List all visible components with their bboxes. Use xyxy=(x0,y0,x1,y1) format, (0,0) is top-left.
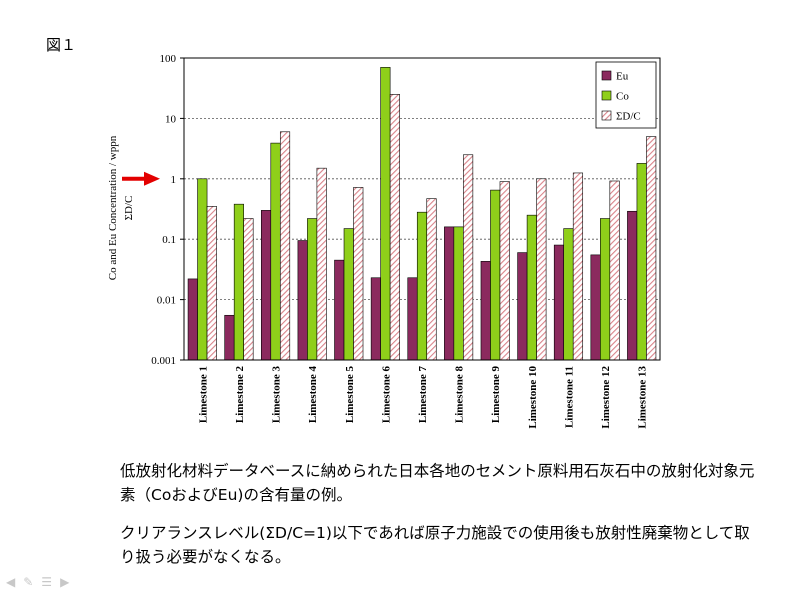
x-tick-label: Limestone 7 xyxy=(417,366,429,424)
bars xyxy=(187,67,657,361)
bar-Co xyxy=(197,178,208,361)
bar-Eu xyxy=(297,240,308,361)
bar-Eu xyxy=(260,210,272,361)
arrow-head xyxy=(144,171,160,186)
bar-ΣD/C xyxy=(536,178,547,361)
bar-Eu xyxy=(334,259,345,361)
x-tick-label: Limestone 13 xyxy=(637,366,649,429)
x-tick-label: Limestone 4 xyxy=(307,366,319,424)
bar-Eu xyxy=(553,244,565,361)
x-tick-label: Limestone 1 xyxy=(197,366,209,423)
y-tick-label: 0.1 xyxy=(162,234,176,246)
bar-ΣD/C xyxy=(499,181,510,361)
slide-navigation: ◀ ✎ ☰ ▶ xyxy=(6,575,69,589)
menu-icon[interactable]: ☰ xyxy=(41,575,53,589)
x-tick-label: Limestone 6 xyxy=(380,366,392,424)
caption-paragraph-2: クリアランスレベル(ΣD/C=1)以下であれば原子力施設での使用後も放射性廃棄物… xyxy=(120,521,760,569)
legend-label: ΣD/C xyxy=(616,111,641,123)
bar-Co xyxy=(600,218,611,361)
bar-Eu xyxy=(480,261,491,361)
figure-label: 図１ xyxy=(46,36,77,54)
bar-ΣD/C xyxy=(572,172,584,361)
y-tick-label: 10 xyxy=(165,113,177,125)
y-tick-label: 100 xyxy=(160,53,177,65)
bar-ΣD/C xyxy=(353,187,364,361)
bar-ΣD/C xyxy=(316,167,327,361)
legend-label: Eu xyxy=(616,71,629,83)
bar-Co xyxy=(526,214,537,361)
x-tick-label: Limestone 11 xyxy=(563,366,575,428)
legend-label: Co xyxy=(616,91,629,103)
bar-ΣD/C xyxy=(243,218,254,361)
x-tick-label: Limestone 12 xyxy=(600,366,612,429)
legend-swatch-Co xyxy=(601,90,612,101)
bar-ΣD/C xyxy=(389,94,400,361)
bar-Co xyxy=(636,163,647,361)
bar-ΣD/C xyxy=(279,131,291,361)
bar-Co xyxy=(233,203,244,361)
legend: Eu Co ΣD/C xyxy=(595,61,657,129)
legend-swatch-ΣD/C xyxy=(601,110,612,121)
y-tick-label: 1 xyxy=(171,174,177,186)
caption-text-2: クリアランスレベル(ΣD/C=1)以下であれば原子力施設での使用後も放射性廃棄物… xyxy=(120,524,750,566)
bar-Eu xyxy=(627,210,638,361)
bar-Eu xyxy=(590,254,601,361)
bar-Co xyxy=(416,211,428,361)
x-tick-label: Limestone 8 xyxy=(454,366,466,424)
bar-ΣD/C xyxy=(609,180,620,361)
x-tick-label: Limestone 3 xyxy=(271,366,283,424)
y-axis-ticks: 0.001 0.01 0.1 1 10 100 xyxy=(151,53,184,367)
bar-Eu xyxy=(517,252,528,361)
bar-Eu xyxy=(187,278,198,361)
bar-Co xyxy=(343,228,354,361)
y-axis-label-secondary: ΣD/C xyxy=(123,196,135,221)
bar-Eu xyxy=(224,314,235,361)
caption-paragraph-1: 低放射化材料データベースに納められた日本各地のセメント原料用石灰石中の放射化対象… xyxy=(120,459,760,507)
caption-text-1: 低放射化材料データベースに納められた日本各地のセメント原料用石灰石中の放射化対象… xyxy=(120,462,755,504)
bar-Co xyxy=(563,228,574,361)
y-tick-label: 0.01 xyxy=(157,295,176,307)
x-tick-label: Limestone 10 xyxy=(527,366,539,429)
clearance-level-arrow xyxy=(122,171,160,186)
pen-icon[interactable]: ✎ xyxy=(23,575,34,589)
bar-ΣD/C xyxy=(426,198,437,361)
bar-Co xyxy=(380,67,391,361)
x-tick-label: Limestone 5 xyxy=(344,366,356,424)
x-axis-labels: Limestone 1 Limestone 2 Limestone 3 Limesto… xyxy=(197,366,648,429)
arrow-right-icon[interactable]: ▶ xyxy=(60,575,70,589)
bar-Eu xyxy=(444,226,455,361)
bar-Eu xyxy=(370,277,381,361)
bar-Co xyxy=(453,226,464,361)
legend-swatch-Eu xyxy=(601,70,612,81)
bar-ΣD/C xyxy=(206,206,217,361)
arrow-left-icon[interactable]: ◀ xyxy=(6,575,16,589)
y-axis-label: Co and Eu Concentration / wppn xyxy=(107,135,119,280)
x-tick-label: Limestone 9 xyxy=(490,366,502,424)
bar-ΣD/C xyxy=(646,136,657,361)
bar-Co xyxy=(307,218,318,361)
bar-Co xyxy=(270,142,281,361)
plot-frame xyxy=(183,57,661,361)
bar-Eu xyxy=(407,277,418,361)
x-tick-label: Limestone 2 xyxy=(234,366,246,424)
y-tick-label: 0.001 xyxy=(151,355,176,367)
bar-Co xyxy=(490,189,501,361)
bar-ΣD/C xyxy=(463,154,474,361)
